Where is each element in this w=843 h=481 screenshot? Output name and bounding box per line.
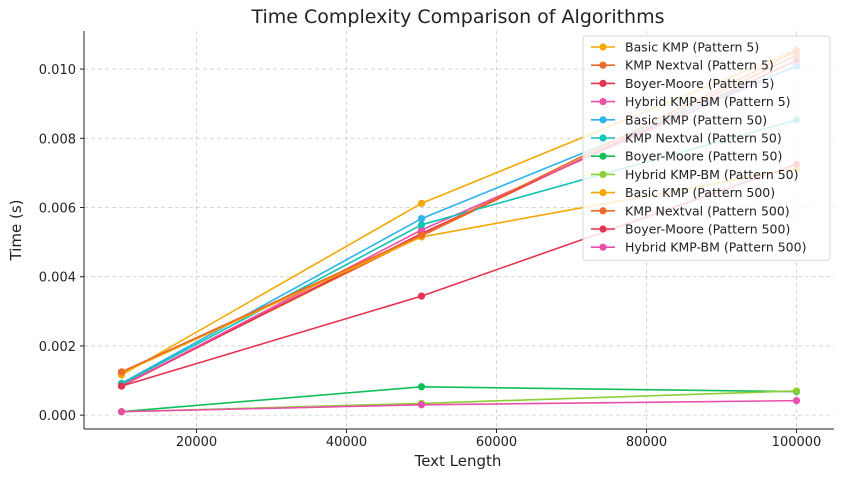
legend-item: Hybrid KMP-BM (Pattern 5)	[591, 94, 791, 109]
legend-marker	[599, 116, 607, 124]
legend-marker	[599, 152, 607, 160]
series-11	[117, 397, 801, 416]
legend-box	[582, 35, 831, 261]
y-tick-label: 0.006	[39, 202, 76, 217]
legend-label: Basic KMP (Pattern 500)	[625, 185, 775, 200]
data-point	[417, 383, 426, 391]
legend-label: Hybrid KMP-BM (Pattern 5)	[625, 94, 791, 109]
legend-item: Basic KMP (Pattern 50)	[591, 112, 767, 127]
data-point	[792, 397, 801, 405]
data-point	[417, 221, 426, 229]
y-tick-label: 0.004	[39, 271, 76, 286]
legend-item: Hybrid KMP-BM (Pattern 50)	[591, 167, 799, 182]
series-6	[117, 383, 801, 416]
legend-marker	[599, 43, 607, 51]
legend-marker	[599, 170, 607, 178]
data-point	[417, 199, 426, 207]
x-tick-label: 100000	[772, 435, 822, 450]
data-point	[117, 368, 126, 376]
y-axis-label: Time (s)	[7, 200, 25, 262]
legend-label: Hybrid KMP-BM (Pattern 50)	[625, 167, 799, 182]
legend-label: KMP Nextval (Pattern 500)	[625, 203, 790, 218]
data-point	[117, 382, 126, 390]
legend-item: Hybrid KMP-BM (Pattern 500)	[591, 240, 806, 255]
legend-item: Boyer-Moore (Pattern 50)	[591, 149, 782, 164]
legend-label: Basic KMP (Pattern 5)	[625, 40, 759, 55]
legend-label: Boyer-Moore (Pattern 500)	[625, 222, 790, 237]
y-tick-label: 0.000	[39, 409, 76, 424]
legend-label: KMP Nextval (Pattern 50)	[625, 131, 782, 146]
legend-marker	[599, 61, 607, 69]
data-point	[117, 408, 126, 416]
legend-item: Boyer-Moore (Pattern 500)	[591, 222, 790, 237]
y-tick-label: 0.002	[39, 340, 76, 355]
legend-label: Boyer-Moore (Pattern 5)	[625, 76, 774, 91]
y-tick-label: 0.008	[39, 132, 76, 147]
series-line	[121, 385, 797, 413]
x-tick-label: 60000	[476, 435, 517, 450]
legend-marker	[599, 189, 607, 197]
legend: Basic KMP (Pattern 5) KMP Nextval (Patter…	[582, 35, 831, 261]
legend-marker	[599, 207, 607, 215]
x-tick-label: 20000	[176, 435, 217, 450]
legend-label: Basic KMP (Pattern 50)	[625, 112, 767, 127]
legend-marker	[599, 243, 607, 251]
legend-item: Basic KMP (Pattern 5)	[591, 40, 759, 55]
x-tick-label: 40000	[326, 435, 367, 450]
x-tick-label: 80000	[626, 435, 667, 450]
y-tick-label: 0.010	[39, 63, 76, 78]
legend-marker	[599, 225, 607, 233]
chart-title: Time Complexity Comparison of Algorithms	[251, 6, 665, 28]
legend-marker	[599, 79, 607, 87]
legend-item: KMP Nextval (Pattern 500)	[591, 203, 790, 218]
x-axis-label: Text Length	[414, 452, 502, 470]
data-point	[417, 401, 426, 409]
data-point	[417, 292, 426, 300]
legend-item: Basic KMP (Pattern 500)	[591, 185, 775, 200]
legend-item: Boyer-Moore (Pattern 5)	[591, 76, 774, 91]
legend-item: KMP Nextval (Pattern 50)	[591, 131, 782, 146]
legend-label: Boyer-Moore (Pattern 50)	[625, 149, 782, 164]
legend-marker	[599, 98, 607, 106]
data-point	[792, 387, 801, 395]
ticks: 20000 40000 60000 80000 100000 0.000 0.002 0.00…	[39, 63, 822, 450]
legend-label: KMP Nextval (Pattern 5)	[625, 58, 774, 73]
legend-label: Hybrid KMP-BM (Pattern 500)	[625, 240, 806, 255]
legend-marker	[599, 134, 607, 142]
data-point	[417, 226, 426, 234]
axes	[83, 31, 834, 430]
data-point	[417, 231, 426, 239]
data-point	[417, 214, 426, 223]
legend-item: KMP Nextval (Pattern 5)	[591, 58, 774, 73]
